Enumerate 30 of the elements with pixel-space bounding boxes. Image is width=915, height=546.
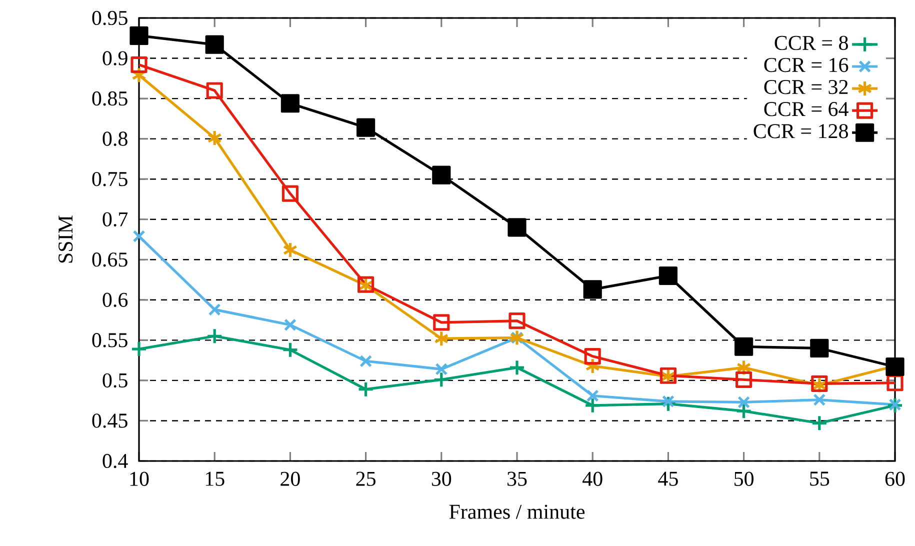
- y-tick-label: 0.9: [102, 51, 128, 66]
- y-tick-label: 0.6: [102, 292, 128, 308]
- y-tick-label: 0.8: [102, 132, 128, 146]
- y-tick-label: 0.5: [102, 373, 128, 388]
- legend-label: CCR = 32: [764, 80, 848, 94]
- x-axis-title: Frames / minute: [449, 504, 585, 519]
- legend-label: CCR = 8: [774, 36, 848, 50]
- y-tick-label: 0.75: [92, 172, 128, 186]
- y-tick-label: 0.45: [92, 414, 128, 428]
- x-tick-label: 40: [582, 472, 602, 486]
- y-tick-label: 0.55: [92, 333, 128, 348]
- legend-label: CCR = 128: [754, 124, 848, 138]
- y-tick-label: 0.95: [92, 10, 128, 26]
- legend-label: CCR = 16: [764, 58, 848, 72]
- x-tick-label: 55: [810, 472, 830, 486]
- y-tick-label: 0.65: [92, 252, 128, 267]
- x-tick-label: 20: [280, 472, 300, 486]
- x-tick-label: 45: [658, 472, 678, 486]
- y-tick-label: 0.85: [92, 91, 128, 106]
- x-tick-label: 10: [130, 472, 149, 486]
- x-tick-label: 15: [206, 472, 224, 486]
- y-axis-title: SSIM: [58, 216, 73, 263]
- y-tick-label: 0.7: [102, 212, 128, 226]
- x-tick-label: 50: [734, 472, 754, 486]
- x-tick-label: 25: [356, 472, 376, 486]
- x-tick-label: 35: [508, 472, 527, 486]
- y-tick-label: 0.4: [102, 454, 128, 468]
- x-tick-label: 60: [885, 472, 905, 486]
- legend-label: CCR = 64: [764, 102, 848, 116]
- x-tick-label: 30: [432, 472, 452, 486]
